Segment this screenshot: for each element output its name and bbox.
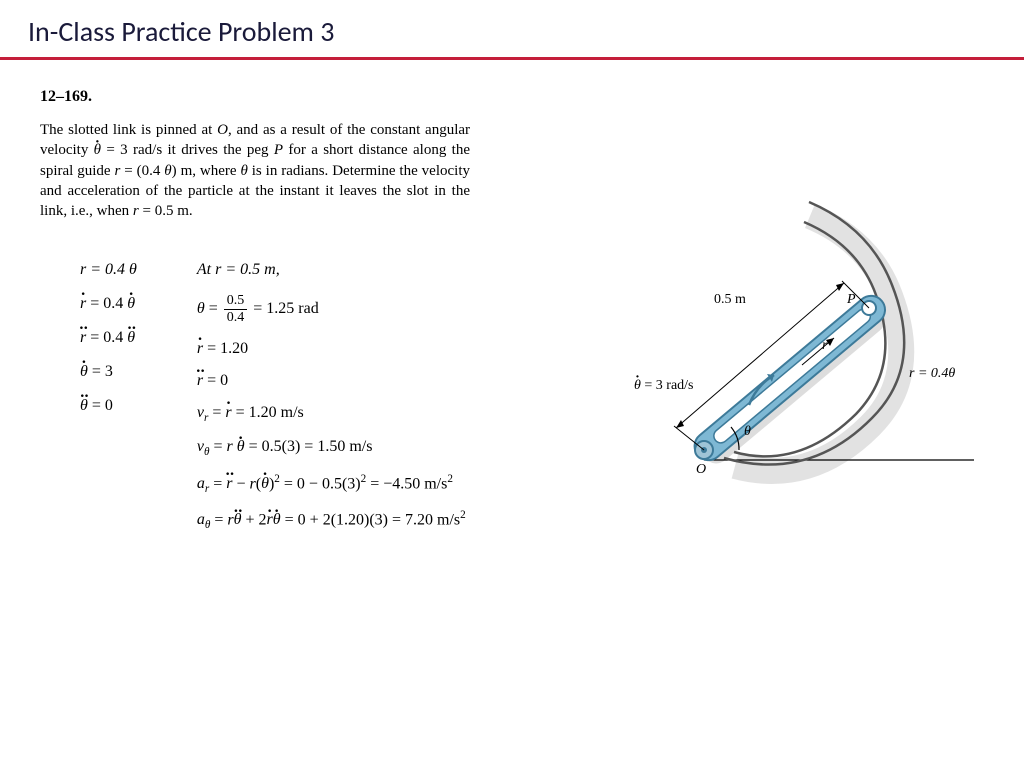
mechanism-figure: 0.5 m P r θ = 3 rad/s θ O r = 0.4θ: [604, 180, 984, 500]
label-r: r: [822, 338, 827, 354]
vr-eq: vr = r = 1.20 m/s: [197, 404, 466, 424]
rdot-val: r = 1.20: [197, 340, 466, 358]
atheta-eq: aθ = rθ + 2rθ = 0 + 2(1.20)(3) = 7.20 m/…: [197, 509, 466, 532]
vtheta-eq: vθ = r θ = 0.5(3) = 1.50 m/s: [197, 438, 466, 458]
eq-rdot: r = 0.4 θ: [80, 295, 137, 313]
right-equations-column: At r = 0.5 m, θ = 0.50.4 = 1.25 rad r = …: [197, 261, 466, 545]
theta-solve: θ = 0.50.4 = 1.25 rad: [197, 293, 466, 326]
label-P: P: [847, 292, 856, 308]
dimension-05m: [674, 281, 869, 450]
label-05m: 0.5 m: [714, 292, 746, 308]
content-area: 12–169. The slotted link is pinned at O,…: [0, 60, 1024, 574]
eq-r: r = 0.4 θ: [80, 261, 137, 279]
problem-statement: The slotted link is pinned at O, and as …: [40, 120, 470, 221]
left-equations-column: r = 0.4 θ r = 0.4 θ r = 0.4 θ θ = 3 θ = …: [80, 261, 137, 545]
eq-thetadot: θ = 3: [80, 363, 137, 381]
eq-rddot: r = 0.4 θ: [80, 329, 137, 347]
problem-number: 12–169.: [40, 88, 984, 106]
rddot-val: r = 0: [197, 372, 466, 390]
figure-svg: [604, 180, 984, 500]
label-O: O: [696, 462, 706, 478]
ar-eq: ar = r − r(θ)2 = 0 − 0.5(3)2 = −4.50 m/s…: [197, 473, 466, 496]
at-r-label: At r = 0.5 m,: [197, 261, 466, 279]
label-thetadot: θ = 3 rad/s: [634, 378, 694, 394]
slide-title: In-Class Practice Problem 3: [0, 0, 1024, 57]
label-r04theta: r = 0.4θ: [909, 366, 955, 382]
label-theta: θ: [744, 424, 751, 440]
eq-thetaddot: θ = 0: [80, 397, 137, 415]
